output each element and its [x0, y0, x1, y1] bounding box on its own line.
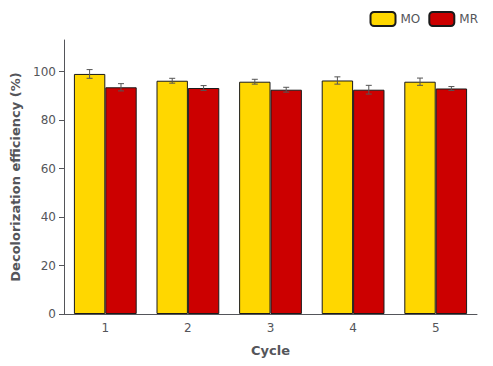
svg-text:0: 0	[48, 307, 56, 321]
svg-text:Decolorization efficiency (%): Decolorization efficiency (%)	[8, 72, 23, 281]
svg-text:40: 40	[41, 210, 56, 224]
svg-text:3: 3	[267, 321, 275, 335]
svg-text:Cycle: Cycle	[251, 343, 290, 358]
svg-text:100: 100	[33, 65, 56, 79]
svg-text:MR: MR	[459, 12, 478, 26]
svg-text:80: 80	[41, 113, 56, 127]
svg-text:60: 60	[41, 162, 56, 176]
svg-text:2: 2	[184, 321, 192, 335]
svg-text:4: 4	[349, 321, 357, 335]
svg-text:1: 1	[101, 321, 109, 335]
svg-text:20: 20	[41, 259, 56, 273]
svg-text:5: 5	[432, 321, 440, 335]
svg-text:MO: MO	[401, 12, 421, 26]
